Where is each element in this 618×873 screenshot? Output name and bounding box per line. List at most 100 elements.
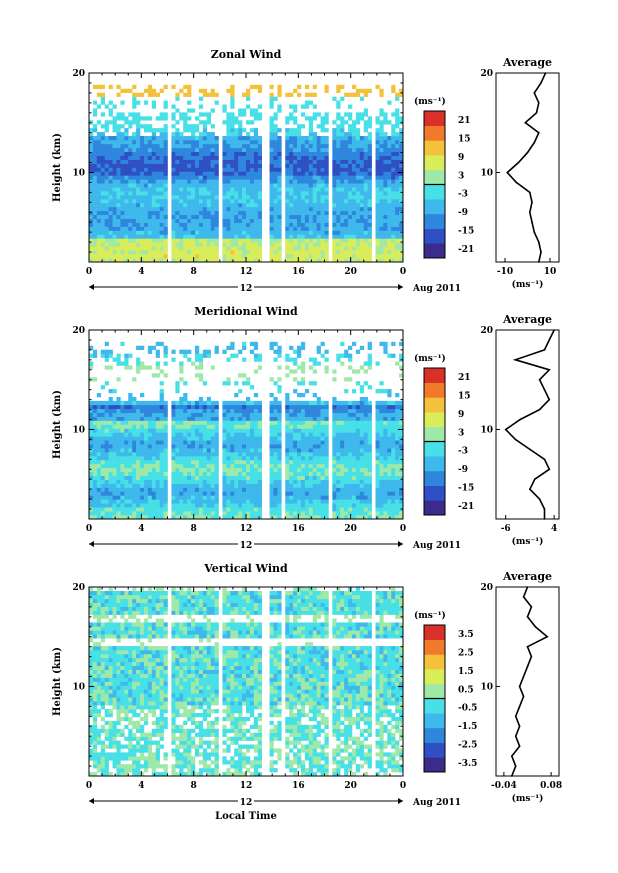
heatmap-cell <box>293 226 298 231</box>
heatmap-cell <box>120 448 125 453</box>
heatmap-cell <box>277 199 282 204</box>
heatmap-cell <box>332 96 337 101</box>
heatmap-cell <box>198 214 204 219</box>
heatmap-cell <box>344 440 349 445</box>
heatmap-cell <box>304 412 310 417</box>
heatmap-cell <box>348 230 353 235</box>
heatmap-cell <box>399 128 404 133</box>
heatmap-cell <box>159 424 164 429</box>
heatmap-cell <box>308 428 314 433</box>
heatmap-cell <box>379 143 384 149</box>
heatmap-cell <box>340 487 345 492</box>
heatmap-cell <box>308 151 314 156</box>
heatmap-cell <box>92 424 98 429</box>
heatmap-cell <box>143 487 149 492</box>
heatmap-cell <box>202 206 208 212</box>
heatmap-cell <box>253 503 259 508</box>
heatmap-cell <box>210 206 215 212</box>
heatmap-cell <box>234 179 239 184</box>
heatmap-cell <box>300 234 306 239</box>
heatmap-cell <box>363 147 368 153</box>
heatmap-cell <box>285 463 290 469</box>
heatmap-cell <box>285 499 290 504</box>
heatmap-cell <box>238 511 243 516</box>
heatmap-cell <box>104 206 109 212</box>
heatmap-cell <box>136 491 141 496</box>
heatmap-cell <box>348 124 353 129</box>
heatmap-cell <box>253 341 259 347</box>
heatmap-cell <box>246 222 251 227</box>
heatmap-cell <box>104 353 109 358</box>
heatmap-cell <box>344 167 349 172</box>
heatmap-cell <box>163 448 168 453</box>
heatmap-cell <box>155 361 160 366</box>
heatmap-cell <box>96 483 102 488</box>
heatmap-cell <box>163 147 168 153</box>
heatmap-cell <box>234 420 239 425</box>
heatmap-cell <box>363 210 368 216</box>
heatmap-cell <box>108 210 113 216</box>
heatmap-cell <box>367 214 372 219</box>
heatmap-cell <box>124 116 129 121</box>
heatmap-cell <box>120 246 125 251</box>
heatmap-cell <box>348 499 353 504</box>
heatmap-cell <box>155 167 160 172</box>
heatmap-cell <box>112 104 117 109</box>
heatmap-cell <box>108 222 113 227</box>
heatmap-cell <box>191 424 196 429</box>
heatmap-cell <box>132 448 137 453</box>
heatmap-cell <box>222 187 227 192</box>
profile-point <box>544 72 547 74</box>
heatmap-cell <box>340 128 345 133</box>
heatmap-cell <box>277 416 282 421</box>
heatmap-cell <box>379 191 384 196</box>
heatmap-cell <box>143 428 149 433</box>
heatmap-cell <box>89 226 94 231</box>
heatmap-cell <box>383 242 388 247</box>
heatmap-cell <box>104 124 109 129</box>
heatmap-cell <box>100 139 105 145</box>
heatmap-cell <box>289 139 294 145</box>
heatmap-cell <box>108 400 113 406</box>
heatmap-cell <box>175 459 180 465</box>
heatmap-cell <box>128 483 133 488</box>
heatmap-cell <box>395 214 400 219</box>
heatmap-cell <box>340 84 345 90</box>
heatmap-cell <box>226 424 231 429</box>
heatmap-cell <box>210 491 215 496</box>
heatmap-cell <box>140 187 145 192</box>
heatmap-cell <box>179 258 184 263</box>
heatmap-cell <box>324 183 329 188</box>
heatmap-cell <box>104 143 109 149</box>
heatmap-cell <box>147 487 153 492</box>
heatmap-cell <box>234 202 239 208</box>
heatmap-cell <box>136 100 141 105</box>
heatmap-cell <box>96 234 102 239</box>
heatmap-cell <box>151 440 157 445</box>
heatmap-cell <box>351 491 357 496</box>
heatmap-cell <box>340 436 345 441</box>
heatmap-cell <box>187 108 192 113</box>
heatmap-cell <box>175 444 180 449</box>
heatmap-cell <box>246 175 251 180</box>
heatmap-cell <box>289 187 294 192</box>
heatmap-cell <box>379 258 384 263</box>
heatmap-cell <box>316 202 321 208</box>
heatmap-cell <box>304 171 310 176</box>
heatmap-cell <box>367 171 372 176</box>
heatmap-cell <box>277 258 282 263</box>
heatmap-cell <box>194 171 200 176</box>
heatmap-cell <box>269 151 274 156</box>
heatmap-cell <box>136 163 141 168</box>
heatmap-cell <box>155 404 160 410</box>
heatmap-cell <box>112 183 117 188</box>
heatmap-cell <box>308 459 314 465</box>
heatmap-cell <box>140 199 145 204</box>
heatmap-cell <box>163 440 168 445</box>
heatmap-cell <box>230 139 235 145</box>
heatmap-cell <box>285 507 290 512</box>
heatmap-cell <box>344 242 349 247</box>
heatmap-cell <box>336 147 341 153</box>
heatmap-cell <box>198 459 204 465</box>
colorbar-unit: (ms⁻¹) <box>414 96 446 107</box>
